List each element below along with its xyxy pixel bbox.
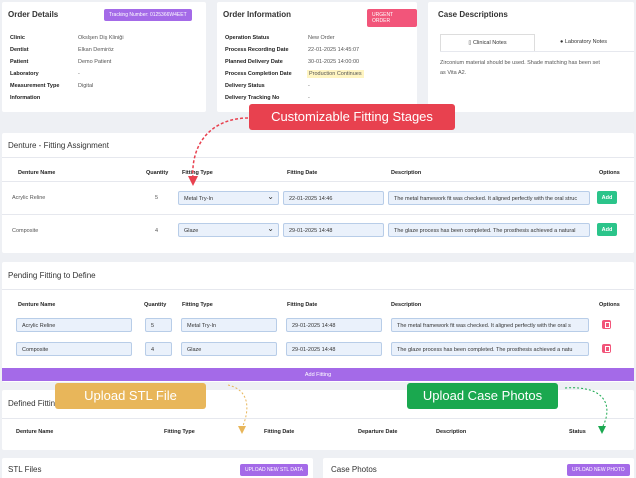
tracking-number-badge: Tracking Number: 0125366W4EET xyxy=(104,9,192,21)
fitting-type-select[interactable]: Glaze xyxy=(178,223,279,237)
detail-key: Laboratory xyxy=(10,71,39,77)
urgent-order-badge: URGENT ORDER xyxy=(367,9,417,27)
description-input[interactable]: The glaze process has been completed. Th… xyxy=(391,342,589,356)
add-button[interactable]: Add xyxy=(597,223,617,236)
fitting-type-input[interactable]: Glaze xyxy=(181,342,277,356)
info-value: New Order xyxy=(308,35,335,41)
col-fitting-type: Fitting Type xyxy=(164,429,195,435)
fitting-date-input[interactable]: 22-01-2025 14:46 xyxy=(283,191,384,205)
col-description: Description xyxy=(391,302,422,308)
detail-value: Elkan Demiröz xyxy=(78,47,114,53)
callout-fitting-stages: Customizable Fitting Stages xyxy=(249,104,455,130)
stl-files-card: STL Files UPLOAD NEW STL DATA xyxy=(2,458,313,478)
order-information-title: Order Information xyxy=(223,10,292,19)
tab-laboratory-notes[interactable]: ● Laboratory Notes xyxy=(536,34,631,51)
info-key: Process Completion Date xyxy=(225,71,292,77)
clinical-note-text-cont: as Vita A2. xyxy=(440,70,467,76)
denture-name-input[interactable]: Acrylic Reline xyxy=(16,318,132,332)
col-fitting-date: Fitting Date xyxy=(287,302,318,308)
delete-button[interactable] xyxy=(602,344,611,353)
description-input[interactable]: The metal framework fit was checked. It … xyxy=(391,318,589,332)
order-details-card: Order Details Tracking Number: 0125366W4… xyxy=(2,2,206,112)
case-photos-card: Case Photos UPLOAD NEW PHOTO xyxy=(323,458,634,478)
case-photos-title: Case Photos xyxy=(331,465,377,474)
pending-fitting-title: Pending Fitting to Define xyxy=(8,271,96,280)
detail-key: Dentist xyxy=(10,47,29,53)
fitting-date-input[interactable]: 29-01-2025 14:48 xyxy=(283,223,384,237)
col-fitting-date: Fitting Date xyxy=(264,429,295,435)
col-fitting-type: Fitting Type xyxy=(182,302,213,308)
detail-key: Clinic xyxy=(10,35,25,41)
order-details-title: Order Details xyxy=(8,10,59,19)
detail-key: Information xyxy=(10,95,41,101)
info-value: 30-01-2025 14:00:00 xyxy=(308,59,360,65)
tab-laboratory-notes-label: Laboratory Notes xyxy=(564,39,608,45)
denture-name: Acrylic Reline xyxy=(12,195,46,201)
info-value: - xyxy=(308,95,310,101)
col-denture-name: Denture Name xyxy=(16,429,54,435)
detail-value: Okslşen Diş Kliniği xyxy=(78,35,124,41)
info-value: 22-01-2025 14:45:07 xyxy=(308,47,360,53)
info-key: Delivery Tracking No xyxy=(225,95,280,101)
tab-clinical-notes-label: Clinical Notes xyxy=(472,40,507,46)
tab-clinical-notes[interactable]: ▯ Clinical Notes xyxy=(440,34,535,51)
stl-files-title: STL Files xyxy=(8,465,42,474)
info-key: Delivery Status xyxy=(225,83,265,89)
fitting-date-input[interactable]: 29-01-2025 14:48 xyxy=(286,342,382,356)
quantity-input[interactable]: 5 xyxy=(145,318,172,332)
clinical-note-text: Zirconium material should be used. Shade… xyxy=(440,60,600,66)
callout-upload-photos: Upload Case Photos xyxy=(407,383,558,409)
info-key: Process Recording Date xyxy=(225,47,289,53)
add-button[interactable]: Add xyxy=(597,191,617,204)
production-status-highlight: Production Continues xyxy=(307,70,364,78)
col-denture-name: Denture Name xyxy=(18,170,56,176)
quantity: 4 xyxy=(155,228,159,234)
detail-value: Demo Patient xyxy=(78,59,112,65)
case-descriptions-card: Case Descriptions ▯ Clinical Notes ● Lab… xyxy=(428,2,634,112)
case-descriptions-title: Case Descriptions xyxy=(438,10,508,19)
quantity-input[interactable]: 4 xyxy=(145,342,172,356)
defined-fitting-title: Defined Fitting xyxy=(8,399,60,408)
order-information-card: Order Information URGENT ORDER Operation… xyxy=(217,2,417,112)
info-key: Operation Status xyxy=(225,35,270,41)
fitting-assignment-card: Denture - Fitting Assignment Denture Nam… xyxy=(2,133,634,253)
fitting-date-input[interactable]: 29-01-2025 14:48 xyxy=(286,318,382,332)
info-key: Planned Delivery Date xyxy=(225,59,283,65)
col-options: Options xyxy=(599,170,620,176)
user-icon: ● xyxy=(559,39,565,45)
delete-button[interactable] xyxy=(602,320,611,329)
col-quantity: Quantity xyxy=(144,302,167,308)
col-description: Description xyxy=(436,429,467,435)
fitting-type-select[interactable]: Metal Try-In xyxy=(178,191,279,205)
notes-icon: ▯ xyxy=(468,40,473,46)
detail-key: Patient xyxy=(10,59,29,65)
col-departure-date: Departure Date xyxy=(358,429,398,435)
quantity: 5 xyxy=(155,195,159,201)
description-input[interactable]: The glaze process has been completed. Th… xyxy=(388,223,590,237)
info-value: - xyxy=(308,83,310,89)
col-options: Options xyxy=(599,302,620,308)
description-input[interactable]: The metal framework fit was checked. It … xyxy=(388,191,590,205)
col-description: Description xyxy=(391,170,422,176)
fitting-type-input[interactable]: Metal Try-In xyxy=(181,318,277,332)
add-fitting-button[interactable]: Add Fitting xyxy=(2,368,634,381)
denture-name-input[interactable]: Composite xyxy=(16,342,132,356)
detail-value: Digital xyxy=(78,83,94,89)
upload-photo-button[interactable]: UPLOAD NEW PHOTO xyxy=(567,464,630,476)
denture-name: Composite xyxy=(12,228,39,234)
col-quantity: Quantity xyxy=(146,170,169,176)
col-fitting-type: Fitting Type xyxy=(182,170,213,176)
callout-upload-stl: Upload STL File xyxy=(55,383,206,409)
col-fitting-date: Fitting Date xyxy=(287,170,318,176)
upload-stl-button[interactable]: UPLOAD NEW STL DATA xyxy=(240,464,308,476)
detail-value: - xyxy=(78,71,80,77)
detail-key: Measurement Type xyxy=(10,83,60,89)
pending-fitting-card: Pending Fitting to Define Denture Name Q… xyxy=(2,262,634,382)
col-status: Status xyxy=(569,429,586,435)
col-denture-name: Denture Name xyxy=(18,302,56,308)
fitting-assignment-title: Denture - Fitting Assignment xyxy=(8,141,109,150)
